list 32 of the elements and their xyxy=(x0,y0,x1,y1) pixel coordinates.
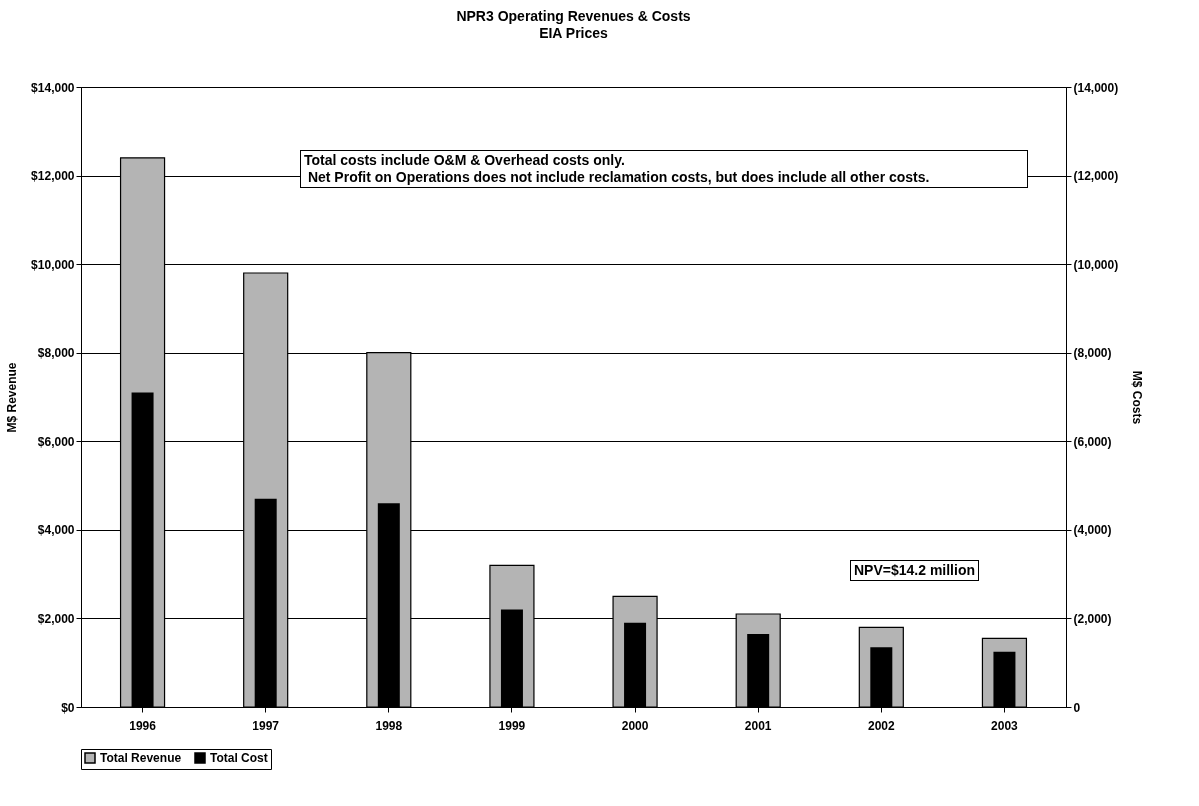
legend-label: Total Revenue xyxy=(100,751,182,765)
text-box: Total costs include O&M & Overhead costs only. Net Profit on Operations does not include reclamation costs, but does include all other costs. xyxy=(300,150,1028,188)
y2-tick-label: (12,000) xyxy=(1073,169,1119,184)
x-tick-label: 1996 xyxy=(129,718,157,733)
y2-tick-label: (14,000) xyxy=(1073,80,1119,95)
y-tick-label: $12,000 xyxy=(31,169,75,184)
y2-tick-label: (10,000) xyxy=(1073,257,1119,272)
y2-tick-label: (8,000) xyxy=(1073,346,1112,361)
y2-tick-label: (6,000) xyxy=(1073,434,1112,449)
y2-axis-title: M$ Costs xyxy=(1130,370,1145,425)
chart-title: NPR3 Operating Revenues & Costs xyxy=(456,8,691,24)
y2-tick-label: 0 xyxy=(1073,700,1081,715)
y2-tick-label: (2,000) xyxy=(1073,611,1112,626)
y-tick-label: $0 xyxy=(61,700,75,715)
y-tick-label: $2,000 xyxy=(37,611,75,626)
x-tick-label: 1999 xyxy=(498,718,526,733)
y-tick-label: $10,000 xyxy=(31,257,75,272)
y-tick-label: $4,000 xyxy=(37,523,75,538)
text-box: NPV=$14.2 million xyxy=(850,560,979,581)
x-tick-label: 2000 xyxy=(621,718,649,733)
x-tick-label: 1998 xyxy=(375,718,403,733)
x-tick-label: 2001 xyxy=(744,718,772,733)
chart-subtitle: EIA Prices xyxy=(539,25,609,41)
y-axis-title: M$ Revenue xyxy=(5,362,20,433)
y2-tick-label: (4,000) xyxy=(1073,523,1112,538)
y-tick-label: $6,000 xyxy=(37,434,75,449)
y-tick-label: $14,000 xyxy=(31,80,75,95)
y-tick-label: $8,000 xyxy=(37,346,75,361)
legend-label: Total Cost xyxy=(210,751,268,765)
x-tick-label: 2003 xyxy=(991,718,1019,733)
x-tick-label: 2002 xyxy=(867,718,895,733)
x-tick-label: 1997 xyxy=(252,718,280,733)
